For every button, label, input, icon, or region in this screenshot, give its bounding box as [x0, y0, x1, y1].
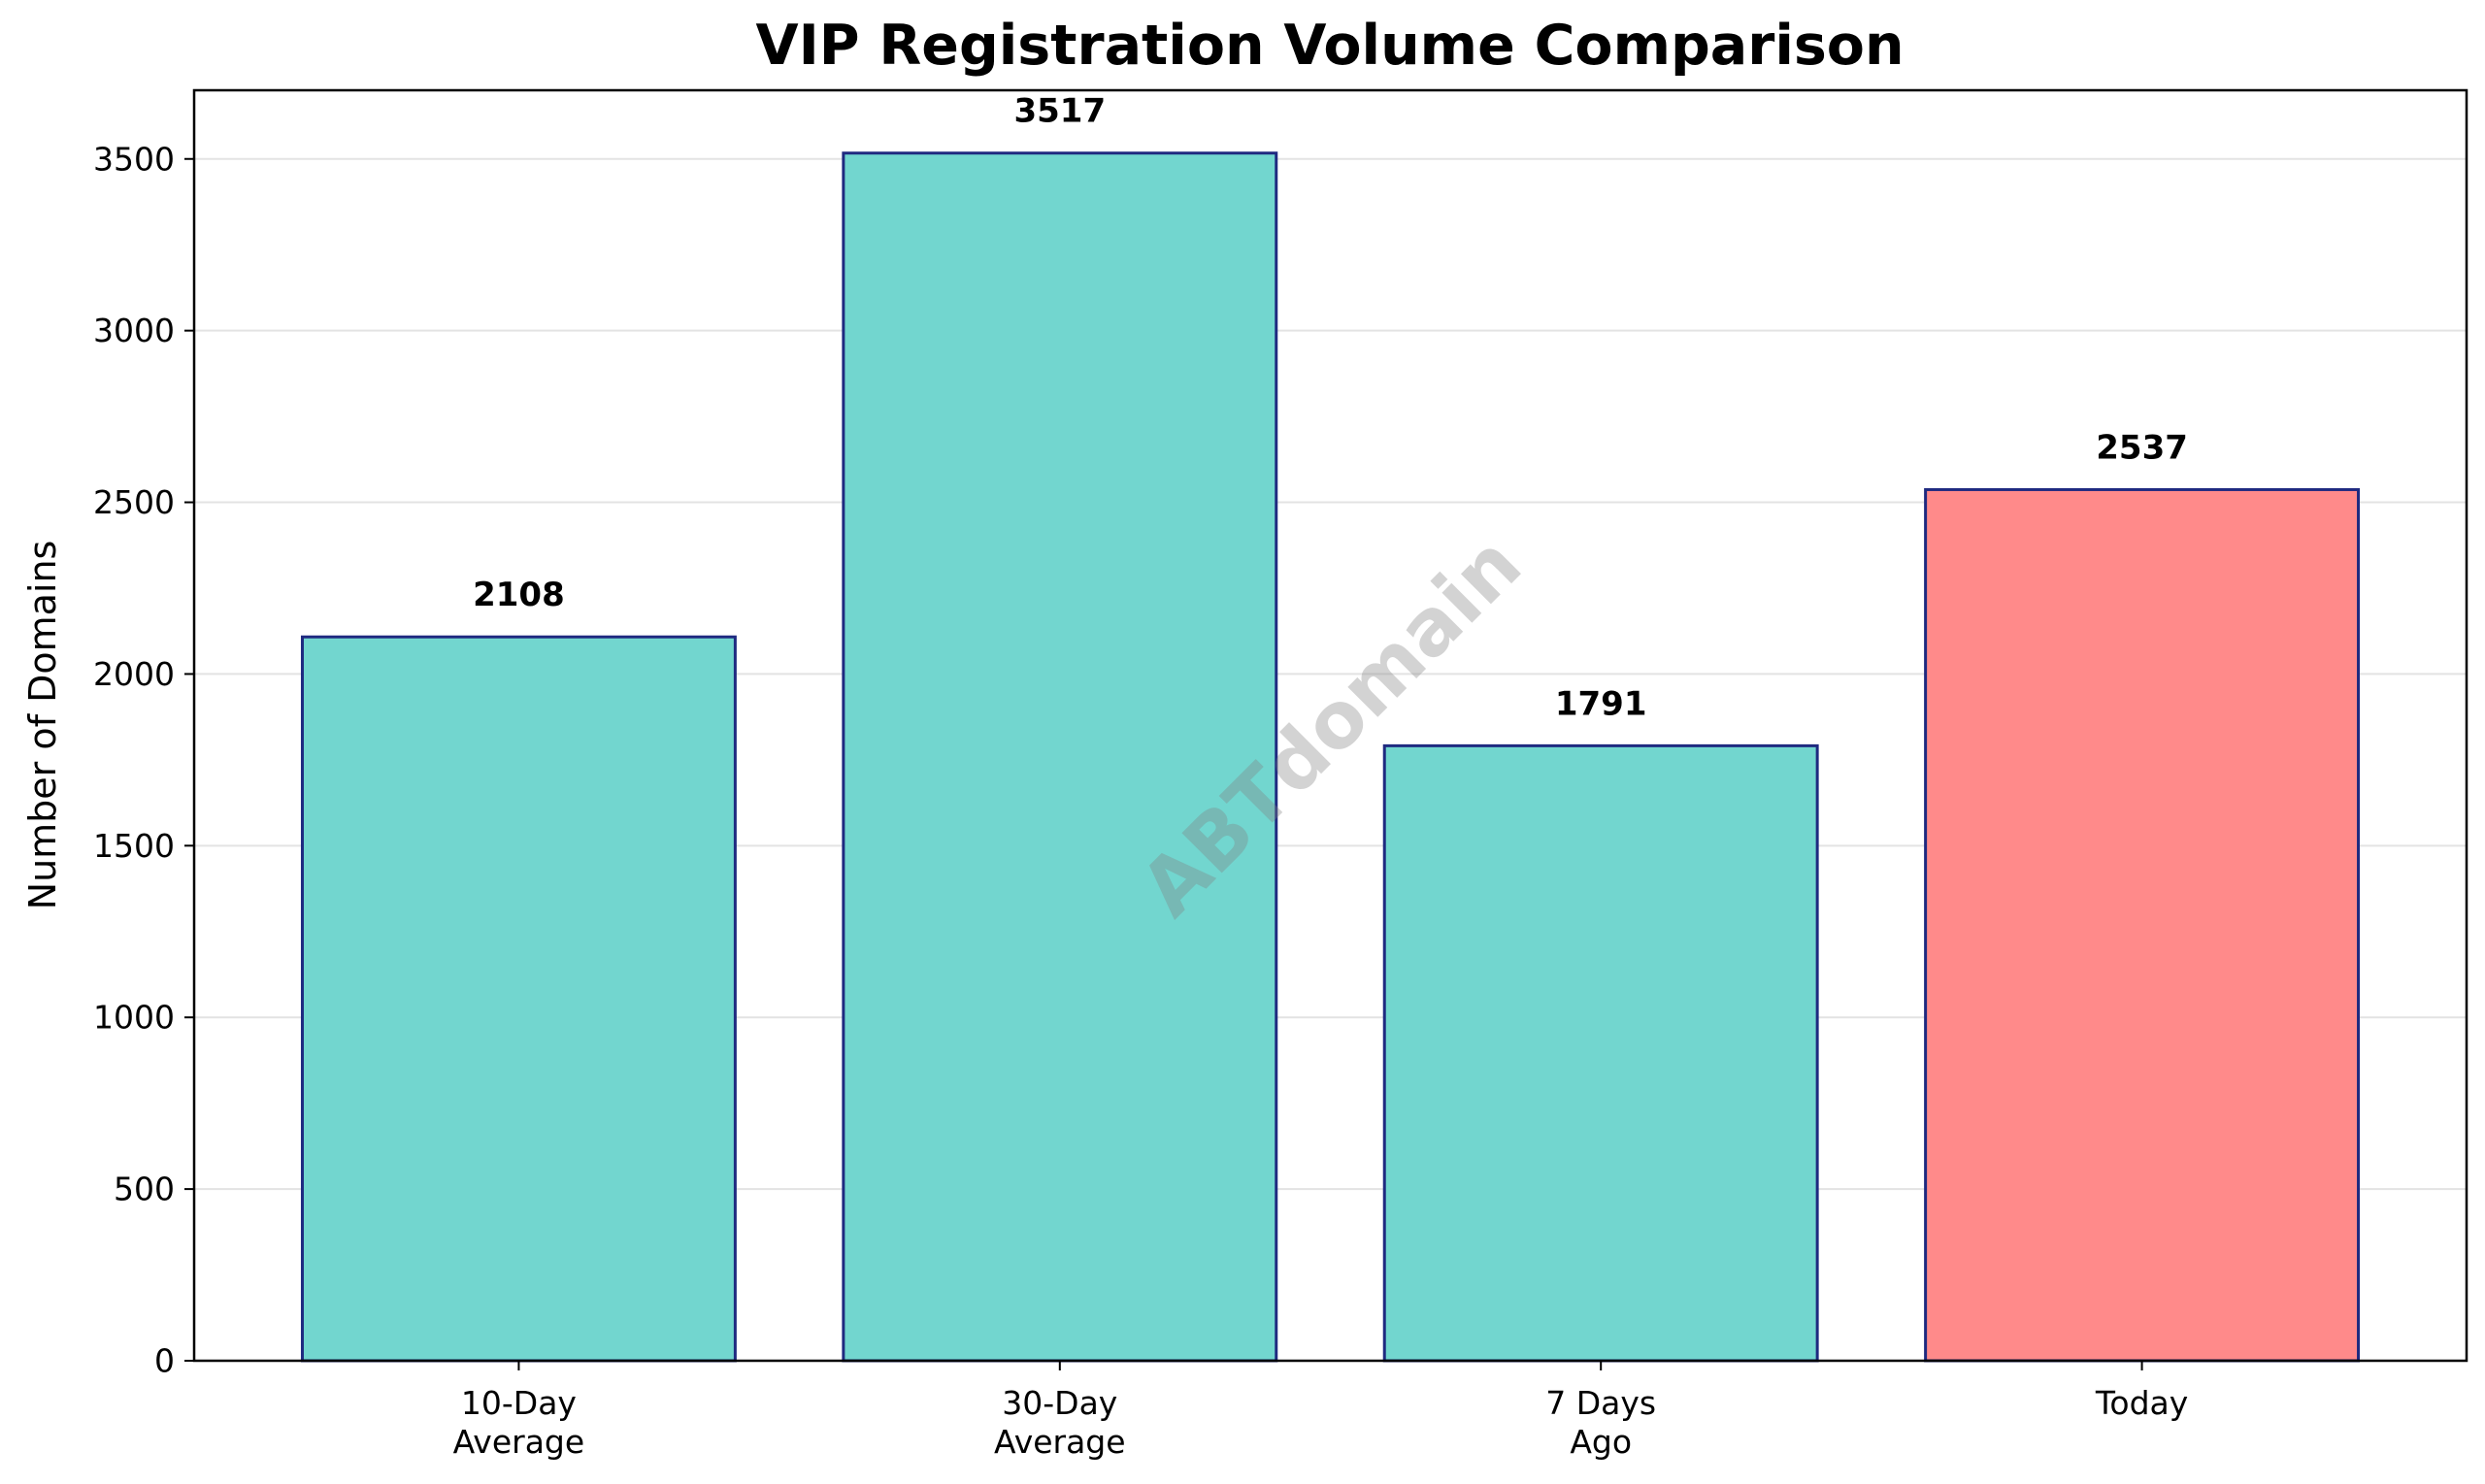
y-tick-label: 3500: [93, 140, 175, 178]
bar-value-label: 2537: [2096, 428, 2188, 467]
bar: [300, 635, 737, 1363]
y-tick-label: 0: [154, 1342, 175, 1380]
y-axis-label: Number of Domains: [21, 541, 64, 910]
x-tick-label: 30-Day Average: [994, 1384, 1126, 1461]
plot-area-frame: [192, 88, 2468, 1363]
y-tick-label: 2500: [93, 483, 175, 521]
data-labels: 2108 3517 1791 2537: [473, 92, 2188, 724]
y-tick-label: 1000: [93, 999, 175, 1037]
y-axis-ticks: 0 500 1000 1500 2000 2500 3000 3500: [93, 140, 194, 1380]
chart-title: VIP Registration Volume Comparison: [755, 14, 1904, 78]
bars: [300, 151, 2361, 1363]
y-tick-label: 2000: [93, 655, 175, 693]
bar: [1382, 743, 1819, 1363]
x-tick-label: 10-Day Average: [453, 1384, 585, 1461]
bar-value-label: 2108: [473, 576, 565, 614]
y-tick-label: 3000: [93, 312, 175, 349]
y-tick-label: 1500: [93, 827, 175, 865]
bar: [842, 151, 1278, 1363]
bar: [1924, 487, 2361, 1363]
x-axis-ticks: 10-Day Average 30-Day Average 7 Days Ago Today: [453, 1361, 2188, 1461]
y-tick-label: 500: [114, 1171, 175, 1208]
x-tick-label: Today: [2095, 1384, 2188, 1422]
bar-value-label: 3517: [1013, 92, 1106, 131]
x-tick-label: 7 Days Ago: [1545, 1384, 1656, 1461]
bar-value-label: 1791: [1555, 684, 1647, 723]
